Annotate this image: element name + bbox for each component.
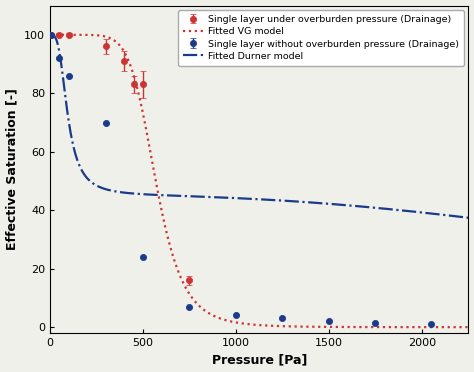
Fitted VG model	[150, 165, 156, 170]
Fitted Durner model	[316, 201, 322, 205]
Fitted VG model	[47, 33, 53, 37]
Fitted VG model	[168, 247, 173, 251]
Fitted Durner model	[321, 201, 327, 206]
Line: Fitted VG model: Fitted VG model	[50, 35, 468, 327]
Fitted VG model	[316, 325, 322, 329]
Fitted VG model	[199, 306, 205, 311]
Fitted Durner model	[393, 208, 399, 212]
Fitted VG model	[393, 325, 399, 329]
Legend: Single layer under overburden pressure (Drainage), Fitted VG model, Single layer: Single layer under overburden pressure (…	[178, 10, 464, 65]
X-axis label: Pressure [Pa]: Pressure [Pa]	[211, 353, 307, 366]
Y-axis label: Effective Saturation [-]: Effective Saturation [-]	[6, 89, 18, 250]
Fitted Durner model	[150, 193, 156, 197]
Fitted Durner model	[465, 215, 471, 220]
Fitted VG model	[465, 325, 471, 329]
Fitted Durner model	[168, 193, 173, 198]
Fitted Durner model	[47, 33, 53, 37]
Line: Fitted Durner model: Fitted Durner model	[50, 35, 468, 218]
Fitted VG model	[321, 325, 327, 329]
Fitted Durner model	[199, 195, 205, 199]
